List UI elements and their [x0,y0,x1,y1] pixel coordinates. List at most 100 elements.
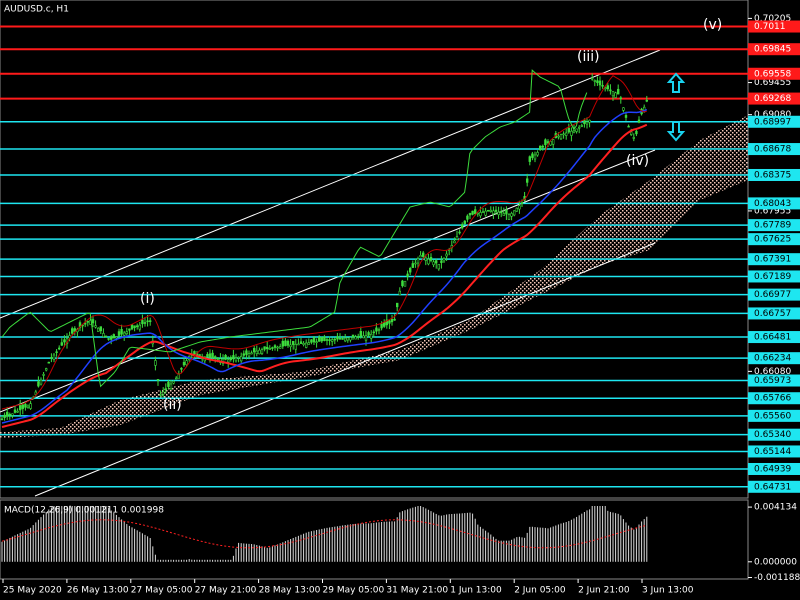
candle-body [538,145,542,151]
candle-body [380,323,383,329]
price-label: 0.7011 [754,22,786,32]
candle-body [125,331,129,335]
candle-body [580,125,584,127]
candle-body [8,413,11,416]
candle-body [377,329,381,331]
candle-body [557,135,560,138]
candle-body [21,404,24,409]
price-label: 0.68997 [754,117,791,127]
candle-body [458,231,461,234]
level-box [748,462,800,475]
candle-body [481,211,485,214]
candle-body [486,209,490,212]
candle-body [333,338,336,341]
candle-body [349,337,352,341]
candle-body [175,377,178,380]
level-box [748,307,800,320]
time-label: 3 Jun 13:00 [642,586,694,596]
time-label: 25 May 2020 [3,586,62,596]
candle-body [260,349,264,354]
price-label: 0.68375 [754,170,791,180]
candle-body [258,349,261,355]
level-box [748,288,800,301]
level-box [748,20,800,33]
price-label: 0.65766 [754,394,791,404]
candle-body [271,347,274,349]
macd-scale-label: 0.004134 [754,503,797,513]
candle-body [468,213,472,216]
time-label: 29 May 05:00 [323,586,385,596]
candle-body [437,264,440,270]
candle-body [44,368,48,371]
candle-body [136,325,139,328]
candle-body [138,324,141,330]
level-box [748,253,800,266]
candle-body [645,99,649,102]
candle-body [304,342,308,348]
candle-body [616,88,620,95]
candle-body [39,379,43,385]
candle-body [216,358,219,360]
level-box [748,197,800,210]
candle-body [156,379,160,381]
candle-body [502,213,505,216]
candle-body [149,320,152,322]
candle-body [16,410,19,413]
candle-body [575,128,578,132]
price-label: 0.67625 [754,235,791,245]
candle-body [424,257,427,261]
candle-body [497,211,500,215]
price-label: 0.70205 [754,14,791,24]
candle-body [294,343,297,350]
wave-label: (iv) [626,153,649,169]
candle-body [73,328,77,332]
candle-body [440,260,443,263]
level-box [748,219,800,232]
candle-body [403,280,407,287]
candle-body [208,353,212,358]
candle-body [593,80,597,82]
candle-body [242,353,245,356]
candle-body [146,320,149,323]
candle-body [214,356,217,359]
candle-body [47,361,51,364]
candle-body [541,145,545,148]
candle-body [406,273,409,277]
candle-body [86,321,90,323]
wave-label: (iii) [577,49,600,65]
moving-average [1,108,648,424]
candle-body [240,355,243,362]
candle-body [596,80,599,84]
main-panel [0,0,749,499]
price-label: 0.65560 [754,411,791,421]
candle-body [512,210,516,216]
candle-body [227,359,230,363]
time-label: 2 Jun 05:00 [514,586,566,596]
candle-body [421,252,425,257]
candle-body [414,262,417,265]
candle-body [237,356,240,359]
candle-body [562,133,565,136]
time-label: 26 May 13:00 [67,586,129,596]
candle-body [229,357,232,361]
wave-label: (i) [140,291,155,307]
candle-body [34,391,38,395]
lagging-span [1,69,588,388]
candle-body [317,336,321,342]
candle-body [533,154,537,160]
price-label: 0.66080 [754,367,791,377]
candle-body [460,224,464,229]
candle-body [390,318,394,323]
candle-body [492,210,495,215]
candle-body [286,340,290,346]
price-label: 0.66234 [754,354,791,364]
candle-body [471,210,474,215]
macd-scale-label: -0.001188 [754,573,800,583]
candle-body [325,339,329,341]
candle-body [263,346,266,350]
candle-body [315,341,318,343]
candle-body [572,130,576,133]
candle-body [13,409,17,413]
candle-body [583,119,586,125]
level-box [748,233,800,246]
